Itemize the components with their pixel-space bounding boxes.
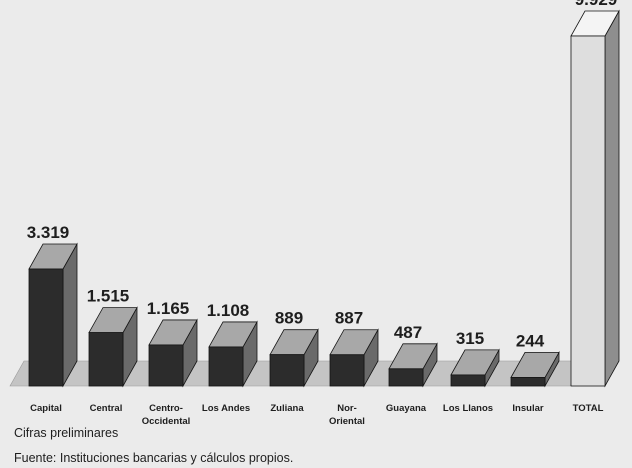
category-label-nor-oriental-line1: Nor-: [337, 403, 357, 414]
bar-front-los-andes: [208, 346, 244, 387]
category-label-capital: Capital: [30, 403, 62, 414]
category-label-los-andes: Los Andes: [202, 403, 250, 414]
bar-zuliana: [269, 328, 319, 388]
value-label-los-llanos: 315: [456, 329, 484, 348]
value-label-nor-oriental: 887: [335, 309, 363, 328]
category-label-nor-oriental-line2: Oriental: [329, 416, 365, 427]
value-labels-group: 3.319 1.515 1.165 1.108 889 887 487 315 244 9.929: [27, 0, 618, 350]
value-label-zuliana: 889: [275, 309, 303, 328]
bar-capital: [28, 242, 78, 388]
value-label-los-andes: 1.108: [207, 301, 250, 320]
bar-front-central: [88, 332, 124, 387]
bar-front-centro-occidental: [148, 344, 184, 387]
category-label-guayana: Guayana: [386, 403, 427, 414]
category-labels-group: Capital Central Centro- Occidental Los Andes…: [30, 403, 603, 427]
bar-los-llanos: [450, 348, 500, 388]
category-label-centro-occidental-line1: Centro-: [149, 403, 183, 414]
category-label-total: TOTAL: [573, 403, 604, 414]
value-label-capital: 3.319: [27, 223, 70, 242]
category-label-zuliana: Zuliana: [270, 403, 304, 414]
category-label-los-llanos: Los Llanos: [443, 403, 493, 414]
bar-side-total: [604, 9, 620, 388]
bar-front-guayana: [388, 368, 424, 387]
category-label-centro-occidental-line2: Occidental: [142, 416, 191, 427]
bars-group: [28, 9, 620, 388]
bar-los-andes: [208, 320, 258, 388]
preliminary-note: Cifras preliminares: [14, 426, 119, 440]
category-label-central: Central: [90, 403, 123, 414]
bar-front-total: [570, 35, 606, 387]
bar-front-los-llanos: [450, 374, 486, 387]
value-label-central: 1.515: [87, 287, 130, 306]
bar-guayana: [388, 342, 438, 388]
bar-nor-oriental: [329, 328, 379, 388]
value-label-guayana: 487: [394, 323, 422, 342]
bar-central: [88, 306, 138, 388]
value-label-total: 9.929: [575, 0, 618, 9]
bar-centro-occidental: [148, 318, 198, 388]
bar-insular: [510, 350, 560, 388]
bar-front-insular: [510, 376, 546, 387]
bar-front-capital: [28, 268, 64, 387]
category-label-insular: Insular: [512, 403, 543, 414]
bar-front-zuliana: [269, 354, 305, 387]
bar-front-nor-oriental: [329, 354, 365, 387]
source-note: Fuente: Instituciones bancarias y cálcul…: [14, 451, 294, 465]
value-label-centro-occidental: 1.165: [147, 299, 190, 318]
value-label-insular: 244: [516, 331, 545, 350]
bar-total: [570, 9, 620, 388]
